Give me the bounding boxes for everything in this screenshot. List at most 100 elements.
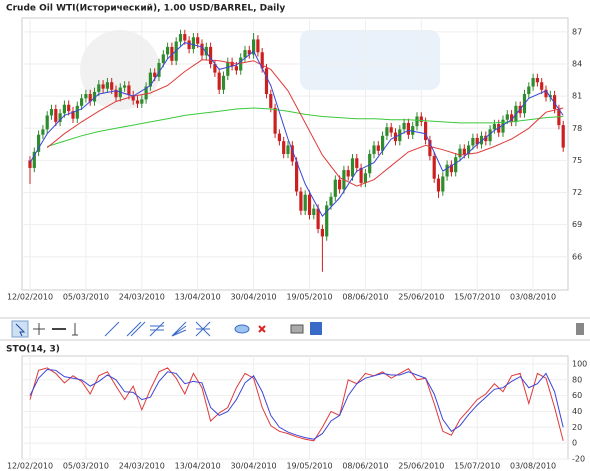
candle-body [561,125,565,148]
tool-channel[interactable] [126,321,146,337]
candle-body [372,145,376,154]
x-tick-label: 25/06/2010 [398,462,444,471]
candle-body [80,98,84,106]
x-tick-label: 19/05/2010 [286,462,332,471]
candle-body [333,179,337,197]
candle-body [368,154,372,174]
y-tick-label: 0 [572,439,577,448]
y-tick-label: 75 [572,156,582,165]
tool-vline[interactable] [72,323,78,336]
candle-body [114,89,118,98]
candle-body [299,191,303,211]
candle-body [312,208,316,216]
tool-print[interactable] [290,324,304,334]
candle-body [230,61,234,67]
candle-body [191,37,195,50]
candle-body [196,37,200,44]
candle-body [449,164,453,173]
candle-body [161,54,165,63]
candle-body [290,145,294,162]
candle-body [127,85,131,96]
candle-body [101,84,105,89]
candle-body [540,82,544,90]
tool-delete[interactable] [258,325,266,333]
tool-comment[interactable] [234,324,250,334]
tool-fan[interactable] [171,321,187,337]
candle-body [226,61,230,76]
y-tick-label: 69 [572,220,582,229]
candle-body [110,82,114,90]
candle-body [239,57,243,71]
candle-body [92,91,97,102]
toolbar [0,317,590,341]
candle-body [363,173,367,183]
candle-body [501,119,505,133]
candle-body [140,99,144,104]
candle-body [350,158,355,177]
y-tick-label: 78 [572,124,582,133]
candle-body [187,40,191,50]
candle-body [462,148,466,154]
pointer-icon [15,323,26,337]
y-tick-label: 87 [572,27,582,36]
candle-body [144,86,148,100]
candle-body [282,141,286,154]
candle-body [553,95,557,110]
candle-body [221,75,226,90]
tool-gann[interactable] [195,321,211,337]
candle-body [307,194,312,216]
candle-body [385,127,389,136]
candle-body [252,39,256,55]
moving-average [47,107,564,147]
candle-body [67,104,71,112]
y-tick-label: 84 [572,60,582,69]
candle-body [488,129,492,142]
x-tick-label: 05/03/2010 [63,462,109,471]
candle-body [166,46,170,55]
candle-body [479,135,484,145]
x-tick-label: 05/03/2010 [63,293,109,302]
tool-crosshair[interactable] [33,323,45,335]
candle-body [277,133,281,142]
tool-pointer[interactable] [11,320,29,338]
candle-body [419,116,423,122]
candle-body [247,50,251,55]
candle-body [402,122,406,130]
candle-body [432,156,436,179]
candle-body [256,39,260,53]
candle-body [209,46,213,65]
x-tick-label: 13/04/2010 [175,293,221,302]
candle-body [123,85,127,88]
candle-body [398,129,402,142]
y-tick-label: 40 [572,407,582,416]
tool-trend[interactable] [104,321,120,337]
candle-body [389,127,393,133]
candle-body [458,148,462,158]
candle-body [381,135,385,151]
x-tick-label: 19/05/2010 [286,293,332,302]
candle-body [71,111,75,119]
candle-body [41,129,45,135]
candle-body [88,94,92,102]
candle-body [28,160,32,168]
candle-body [243,50,247,58]
x-tick-label: 24/03/2010 [119,462,165,471]
x-tick-label: 13/04/2010 [175,462,221,471]
tool-save[interactable] [310,322,322,335]
candle-body [406,122,410,135]
candle-body [157,62,161,77]
moving-average [29,42,564,217]
candle-body [475,137,479,145]
candle-body [445,164,449,177]
candle-body [454,157,458,173]
candle-body [213,64,217,73]
x-tick-label: 12/02/2010 [7,293,53,302]
x-tick-label: 30/04/2010 [231,462,277,471]
candle-body [200,43,204,56]
tool-trash[interactable] [576,323,584,335]
candle-body [49,109,54,116]
candle-body [84,94,88,99]
tool-fib[interactable] [149,321,165,337]
candle-body [467,145,471,154]
